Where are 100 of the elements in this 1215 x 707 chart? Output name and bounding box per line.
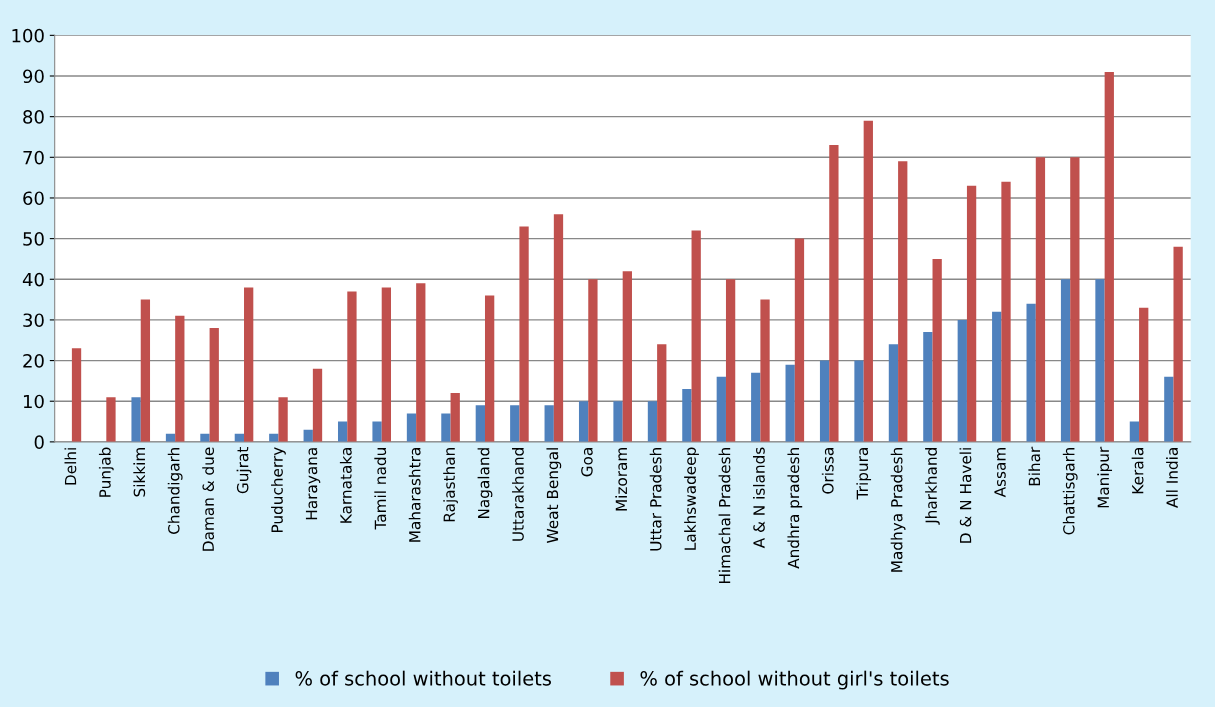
bar xyxy=(553,214,564,442)
x-tick-label: Tripura xyxy=(856,448,872,500)
y-tick-label: 0 xyxy=(34,435,44,449)
bar xyxy=(347,291,357,442)
x-tick-label: Assam xyxy=(994,448,1006,498)
bar xyxy=(1173,246,1183,442)
x-tick-label: Manipur xyxy=(1097,446,1113,508)
bar xyxy=(682,389,692,442)
x-tick-label: Himachal Pradesh xyxy=(718,448,731,584)
bar xyxy=(1164,376,1174,442)
bar xyxy=(1104,71,1114,442)
bar xyxy=(475,405,485,442)
bar xyxy=(957,319,967,442)
bar xyxy=(200,433,210,442)
bar xyxy=(819,360,830,442)
y-tick-label: 40 xyxy=(22,272,44,287)
bar xyxy=(484,295,495,442)
x-tick-label: Delhi xyxy=(64,448,77,485)
x-tick-label: Gujrat xyxy=(236,447,252,494)
bar xyxy=(578,401,589,442)
y-tick-label: 30 xyxy=(23,313,44,328)
bar xyxy=(381,287,392,442)
bar xyxy=(725,279,736,442)
bar xyxy=(923,332,933,442)
y-tick-label: 20 xyxy=(23,354,44,368)
y-tick-label: 10 xyxy=(23,394,44,409)
x-tick-label: Orissa xyxy=(821,448,834,494)
bar xyxy=(966,185,977,442)
bar xyxy=(863,120,873,442)
bar xyxy=(657,344,667,442)
bar xyxy=(416,283,426,442)
bar xyxy=(613,401,623,442)
bar xyxy=(898,161,908,442)
bar xyxy=(140,299,151,442)
bar xyxy=(131,397,141,442)
bar xyxy=(1095,279,1105,442)
x-tick-label: Bihar xyxy=(1028,446,1041,486)
x-tick-label: Karnataka xyxy=(339,448,352,523)
x-tick-label: Weat Bengal xyxy=(546,448,562,543)
bar xyxy=(751,372,761,442)
bar xyxy=(1070,157,1080,442)
x-tick-label: All India xyxy=(1166,448,1178,508)
bar xyxy=(760,299,770,442)
x-tick-label: Chattisgarh xyxy=(1062,448,1078,535)
x-tick-label: Mizoram xyxy=(615,448,628,511)
x-tick-label: Daman & due xyxy=(202,447,215,551)
y-tick-label: 90 xyxy=(23,69,44,84)
x-tick-label: Punjab xyxy=(98,447,114,497)
y-tick-label: 50 xyxy=(23,232,44,246)
x-tick-label: Goa xyxy=(581,448,593,477)
x-tick-label: Nagaland xyxy=(477,448,493,519)
bar xyxy=(932,258,942,442)
bar xyxy=(992,311,1002,442)
bar xyxy=(691,230,701,442)
legend-label: % of school without girl's toilets xyxy=(640,670,949,690)
y-tick-label: 60 xyxy=(23,191,44,206)
x-tick-label: Maharashtra xyxy=(408,448,421,542)
x-tick-label: Rajasthan xyxy=(443,448,458,522)
x-tick-label: Kerala xyxy=(1131,448,1144,494)
bar xyxy=(372,421,382,442)
y-tick-label: 80 xyxy=(23,110,44,124)
x-tick-label: Lakhswadeep xyxy=(684,447,699,550)
x-tick-label: Chandigarh xyxy=(167,448,183,534)
bar xyxy=(337,421,348,442)
bar xyxy=(209,328,219,442)
bar xyxy=(406,413,417,442)
x-tick-label: Uttar Pradesh xyxy=(649,448,662,551)
y-tick-label: 70 xyxy=(23,150,44,165)
bar xyxy=(1139,307,1149,442)
bar xyxy=(622,271,632,442)
bar xyxy=(785,364,795,442)
bar xyxy=(312,368,323,442)
y-tick-label: 100 xyxy=(12,28,44,43)
bar xyxy=(450,393,460,442)
bar xyxy=(647,401,658,442)
bar xyxy=(519,226,529,442)
bar xyxy=(278,397,288,442)
x-tick-label: Harayana xyxy=(305,448,321,520)
bar xyxy=(1129,421,1140,442)
bar xyxy=(1060,279,1071,442)
bar xyxy=(441,413,451,442)
legend-label: % of school without toilets xyxy=(295,670,551,686)
x-tick-label: A & N islands xyxy=(752,447,765,549)
x-tick-label: Sikkim xyxy=(133,448,146,497)
bar xyxy=(716,376,726,442)
bar xyxy=(544,405,554,442)
bar xyxy=(244,287,254,442)
bar xyxy=(1035,157,1046,442)
bar xyxy=(854,360,864,442)
x-tick-label: Tamil nadu xyxy=(374,448,387,530)
bar xyxy=(71,348,82,442)
x-tick-label: Puducherry xyxy=(271,447,286,533)
bar xyxy=(588,279,598,442)
bar xyxy=(510,405,520,442)
bar xyxy=(1001,181,1011,442)
x-tick-label: D & N Haveli xyxy=(959,448,972,543)
x-tick-label: Madhya Pradesh xyxy=(890,448,906,572)
bar xyxy=(829,145,839,442)
bar xyxy=(888,344,899,442)
x-tick-label: Andhra pradesh xyxy=(787,448,803,569)
